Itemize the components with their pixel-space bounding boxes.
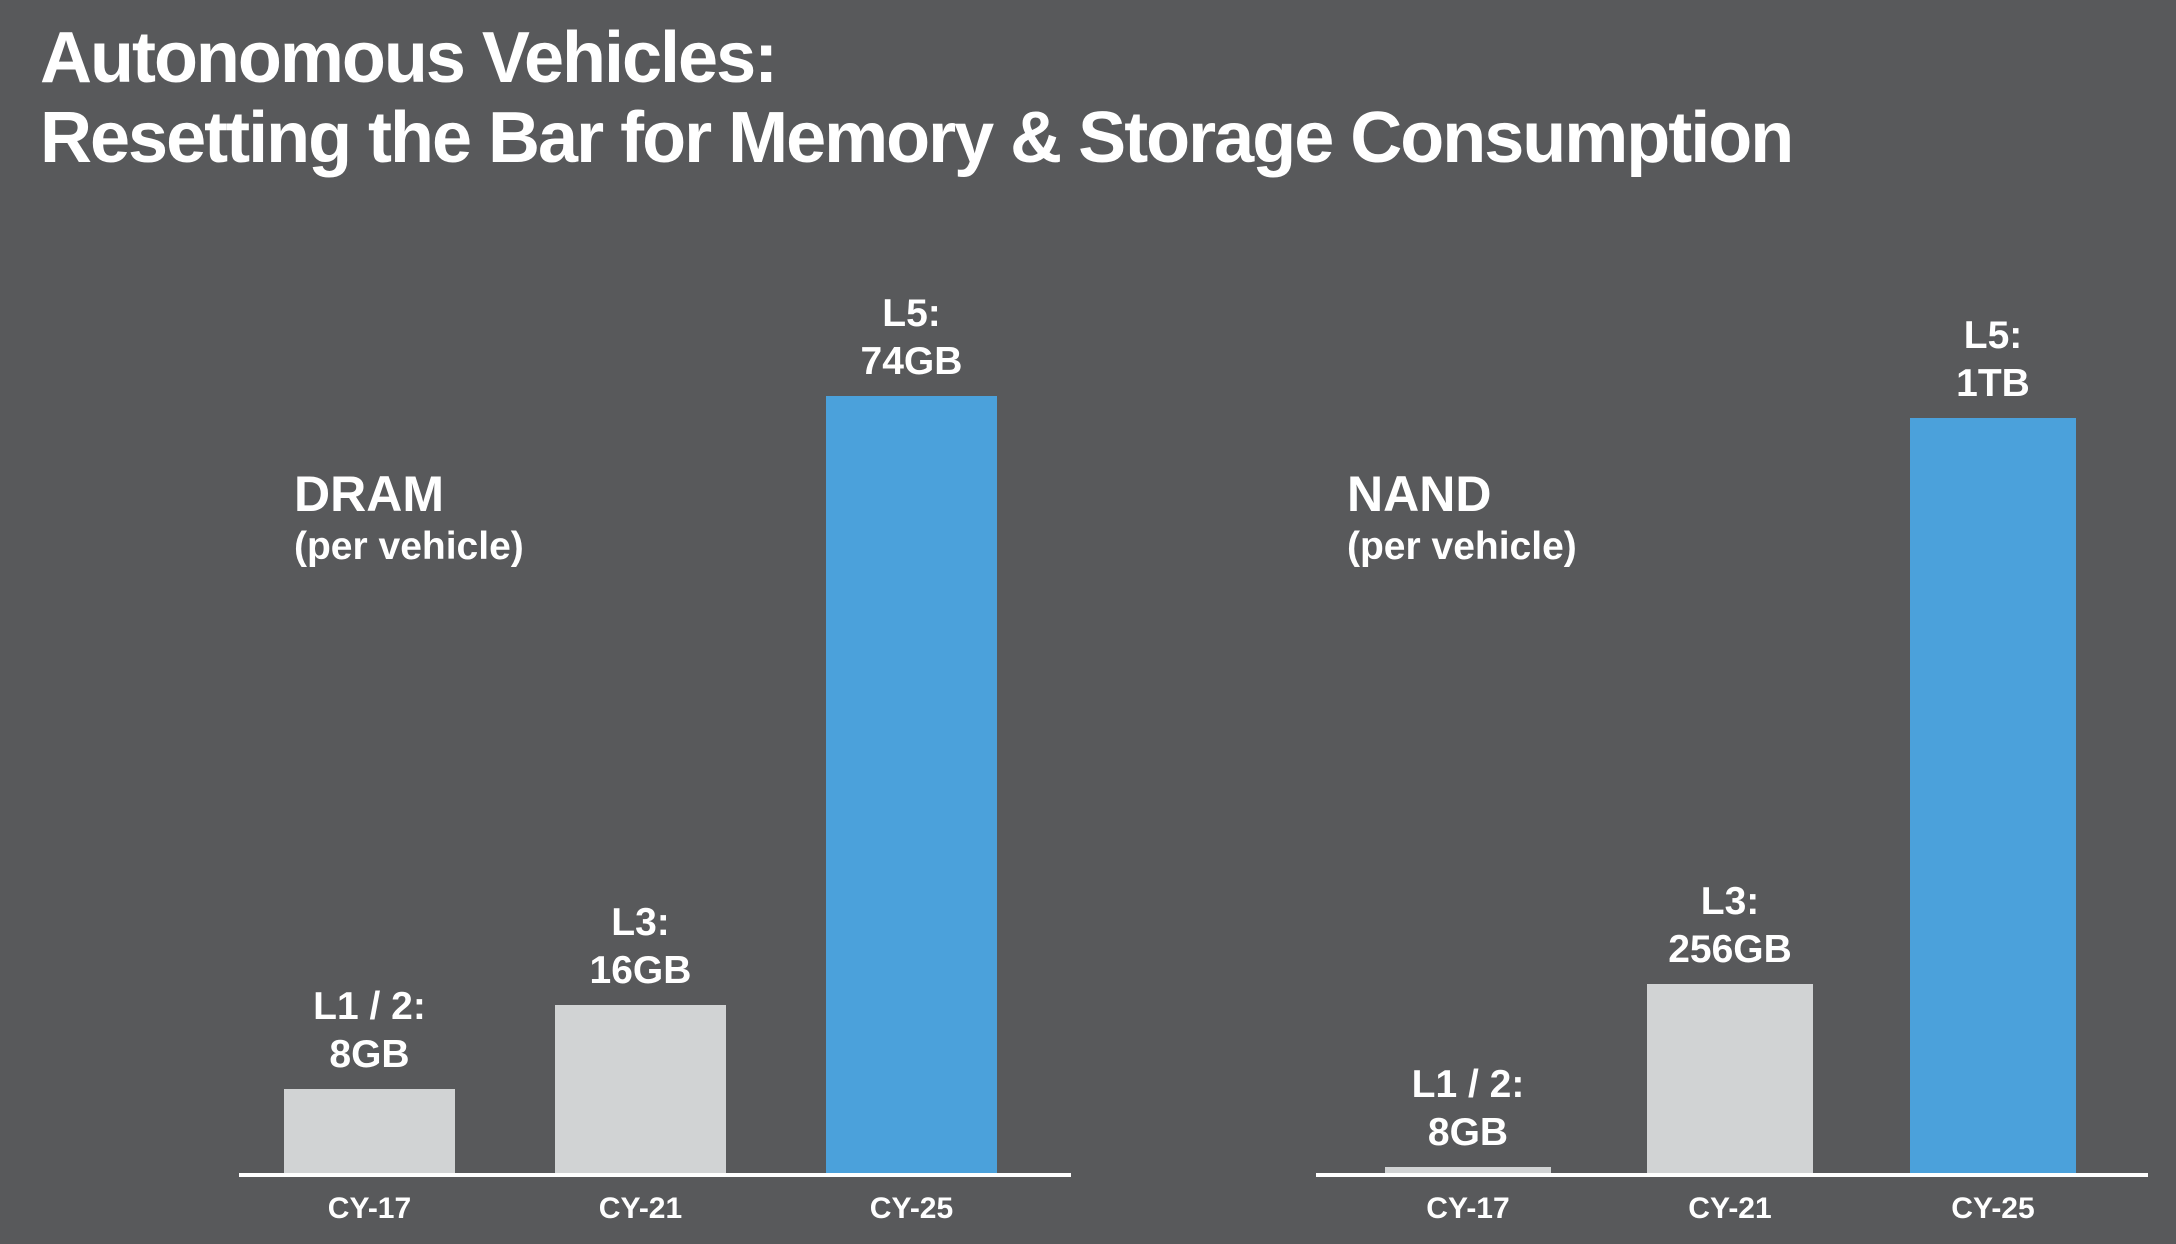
data-label-line: L1 / 2: <box>1411 1063 1525 1107</box>
nand-tick-label: CY-21 <box>1688 1192 1772 1225</box>
data-label-line: 1TB <box>1956 362 2030 405</box>
nand-data-label: L3: 256GB <box>1580 878 1880 974</box>
data-label-line: 256GB <box>1668 928 1792 972</box>
nand-bar-cy-25 <box>1910 418 2076 1173</box>
data-label-line: L3: <box>1700 880 1760 924</box>
dram-chart-title: DRAM <box>294 466 444 522</box>
data-label-line: 8GB <box>329 1033 410 1076</box>
data-label-line: L3: <box>611 901 670 944</box>
data-label-line: 16GB <box>589 949 692 992</box>
nand-data-label: L1 / 2: 8GB <box>1318 1061 1618 1157</box>
data-label-line: L5: <box>1963 314 2023 357</box>
nand-x-axis <box>1316 1173 2148 1177</box>
dram-x-axis <box>239 1173 1071 1177</box>
title-line-1: Autonomous Vehicles: <box>40 18 778 98</box>
nand-bar-cy-21 <box>1647 984 1813 1173</box>
dram-tick-label: CY-25 <box>869 1192 954 1225</box>
dram-tick-label: CY-17 <box>327 1192 412 1225</box>
dram-bar-cy-21 <box>555 1005 726 1173</box>
dram-chart-subtitle: (per vehicle) <box>294 525 524 568</box>
nand-tick-label: CY-17 <box>1426 1192 1510 1225</box>
title-line-2: Resetting the Bar for Memory & Storage C… <box>40 98 1794 178</box>
data-label-line: L5: <box>882 292 941 335</box>
slide-title: Autonomous Vehicles: Resetting the Bar f… <box>40 18 1794 178</box>
nand-tick-label: CY-25 <box>1951 1192 2035 1225</box>
dram-data-label: L5: 74GB <box>762 290 1062 386</box>
dram-data-label: L1 / 2: 8GB <box>220 983 520 1079</box>
nand-chart-subtitle: (per vehicle) <box>1347 525 1577 568</box>
nand-data-label: L5: 1TB <box>1843 312 2143 408</box>
dram-data-label: L3: 16GB <box>491 899 791 995</box>
dram-tick-label: CY-21 <box>598 1192 683 1225</box>
nand-chart-title: NAND <box>1347 466 1492 522</box>
data-label-line: 8GB <box>1427 1111 1509 1155</box>
dram-bar-cy-17 <box>284 1089 455 1173</box>
dram-bar-cy-25 <box>826 396 997 1173</box>
data-label-line: 74GB <box>860 340 963 383</box>
data-label-line: L1 / 2: <box>313 985 426 1028</box>
nand-bar-cy-17 <box>1385 1167 1551 1173</box>
